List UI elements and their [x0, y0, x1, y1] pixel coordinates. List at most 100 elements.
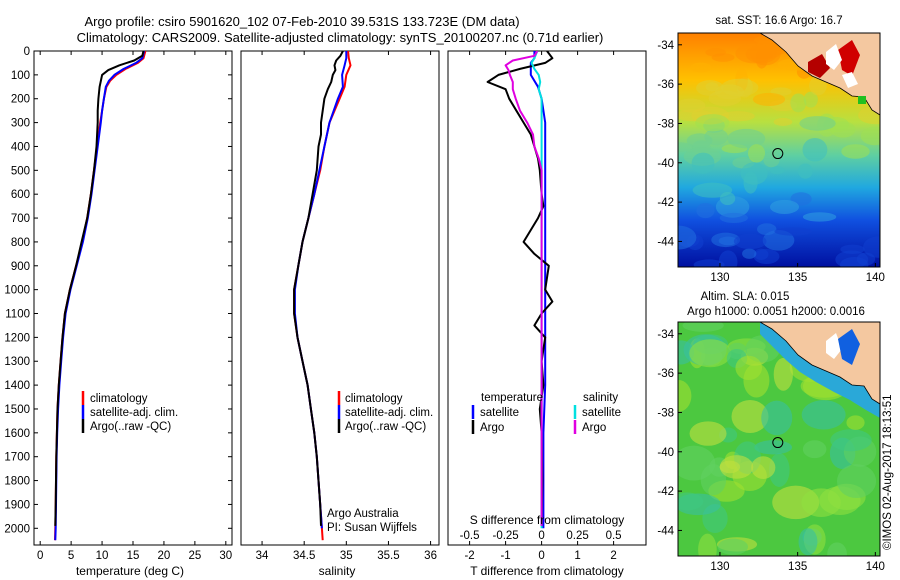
sla-texture-cell [830, 429, 872, 452]
map-y-tick-label: -44 [657, 236, 674, 248]
difference-x-ticks: -2 -1 0 1 2 [464, 51, 617, 562]
map-y-tick-label: -36 [657, 368, 674, 380]
top-x-tick-label: 0.5 [606, 530, 622, 542]
map-y-tick-label: -38 [657, 118, 674, 130]
sst-texture-cell [840, 244, 865, 255]
sst-texture-cell [719, 212, 749, 223]
map-x-tick-label: 140 [866, 561, 885, 573]
depth-tick-label: 1300 [4, 356, 30, 368]
sst-inlet-2 [842, 72, 858, 88]
depth-tick-label: 500 [11, 165, 30, 177]
series-line [504, 51, 543, 526]
map-x-tick-label: 130 [710, 561, 729, 573]
sst-texture-cell [695, 114, 730, 132]
sst-cold-patch [858, 96, 866, 104]
depth-tick-label: 1600 [4, 428, 30, 440]
sla-coastline [759, 322, 880, 405]
sst-texture-cell [718, 236, 738, 246]
salinity-x-label: salinity [319, 564, 356, 578]
figure-title-line-1: Argo profile: csiro 5901620_102 07-Feb-2… [84, 14, 519, 29]
map-y-tick-label: -42 [657, 486, 674, 498]
x-tick-label: 35.5 [377, 550, 399, 562]
map-y-tick-label: -44 [657, 525, 674, 537]
x-tick-label: 34 [256, 550, 269, 562]
legend-label-s-argo: Argo [582, 422, 606, 434]
sla-texture-cell [698, 533, 717, 556]
sla-texture-cell [801, 400, 846, 430]
sst-texture-cell [803, 91, 818, 108]
sst-texture-cell [841, 144, 870, 159]
salinity-plot-frame [240, 50, 440, 546]
legend-label-climatology: climatology [345, 393, 403, 405]
sst-texture-cell [752, 92, 786, 106]
temperature-x-label: temperature (deg C) [76, 564, 184, 578]
sst-texture-cell [754, 248, 769, 261]
legend-label-argo: Argo(..raw -QC) [345, 421, 426, 433]
top-x-tick-label: 0 [538, 530, 544, 542]
sla-texture-cell [689, 339, 732, 368]
difference-plot-frame [447, 50, 647, 546]
sst-map-title: sat. SST: 16.6 Argo: 16.7 [715, 15, 842, 27]
sst-texture-cell [686, 133, 713, 149]
sst-coastline [759, 33, 880, 116]
depth-tick-label: 1000 [4, 285, 30, 297]
sst-texture-cell [790, 192, 812, 206]
sla-texture-cell [689, 421, 727, 446]
x-tick-label: -2 [464, 550, 474, 562]
sla-map-title-line-1: Altim. SLA: 0.015 [701, 291, 790, 303]
map-y-tick-label: -34 [657, 40, 674, 52]
temperature-x-ticks: 0 5 10 15 20 25 30 [37, 51, 232, 562]
x-tick-label: 0 [37, 550, 43, 562]
sla-texture-cell [836, 464, 877, 499]
series-line [293, 51, 344, 526]
footer-credit: ©IMOS 02-Aug-2017 18:13:51 [882, 394, 894, 550]
salinity-annotation-2: PI: Susan Wijffels [327, 522, 417, 534]
sla-texture-cell [827, 542, 847, 556]
map-y-tick-label: -40 [657, 447, 674, 459]
salinity-x-ticks: 34 34.5 35 35.5 36 [256, 51, 437, 562]
temperature-series [54, 51, 147, 541]
sst-texture-cell [719, 191, 736, 206]
legend-label-satellite: satellite-adj. clim. [345, 407, 433, 419]
sst-texture-cell [856, 252, 876, 266]
legend-label-climatology: climatology [90, 393, 148, 405]
sla-texture-cell [751, 456, 776, 479]
sla-texture-cell [761, 400, 793, 436]
sla-map-panel: Altim. SLA: 0.015 Argo h1000: 0.0051 h20… [657, 291, 885, 573]
sst-gulf-warm-water [808, 54, 830, 78]
sst-texture-cell [740, 162, 768, 185]
x-tick-label: 35 [340, 550, 353, 562]
sst-texture-cell [690, 62, 712, 73]
top-x-tick-label: -0.25 [492, 530, 518, 542]
map-y-tick-label: -40 [657, 158, 674, 170]
sst-texture-cell [799, 116, 836, 131]
depth-tick-label: 0 [24, 46, 30, 58]
sst-texture-cell [769, 199, 800, 214]
legend-label-t-argo: Argo [480, 422, 504, 434]
x-tick-label: 5 [68, 550, 74, 562]
depth-tick-label: 2000 [4, 523, 30, 535]
x-tick-label: 20 [158, 550, 171, 562]
x-tick-label: 30 [219, 550, 232, 562]
sla-texture-cell [717, 538, 748, 555]
sst-texture-cell [798, 163, 813, 179]
sla-map-y-ticks: -34 -36 -38 -40 -42 -44 [657, 329, 682, 537]
series-line [529, 51, 547, 529]
x-tick-label: -1 [500, 550, 510, 562]
sla-map-frame [677, 321, 881, 557]
temperature-legend: climatology satellite-adj. clim. Argo(..… [81, 391, 178, 433]
salinity-panel: 34 34.5 35 35.5 36 climatology satellite-adj… [240, 50, 440, 578]
sst-texture-cell [748, 144, 766, 163]
difference-x-label: T difference from climatology [470, 564, 624, 578]
sst-texture-cell [790, 93, 807, 113]
sla-texture-cell [846, 415, 865, 430]
sst-texture-cell [774, 227, 812, 236]
map-y-tick-label: -38 [657, 407, 674, 419]
depth-tick-label: 1100 [5, 309, 30, 321]
legend-label-satellite: satellite-adj. clim. [90, 407, 178, 419]
sst-texture-cell [678, 98, 706, 113]
sst-map-x-ticks: 130 135 140 [710, 263, 885, 284]
sst-texture-cell [696, 202, 715, 219]
legend-label-s-satellite: satellite [582, 407, 621, 419]
